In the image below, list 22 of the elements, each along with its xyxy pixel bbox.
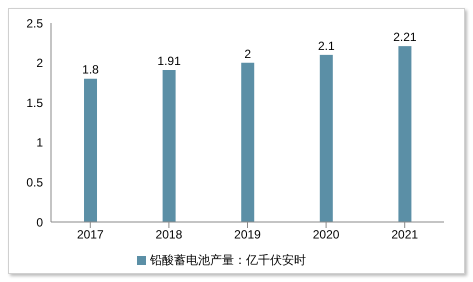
- data-label: 1.91: [157, 54, 182, 68]
- x-tick-label: 2019: [234, 228, 262, 242]
- bar: [162, 70, 176, 222]
- x-tick-label: 2020: [312, 228, 340, 242]
- bar: [320, 54, 333, 222]
- y-tick-label: 1: [36, 136, 44, 150]
- x-tick-label: 2021: [391, 228, 418, 242]
- y-tick-label: 2.5: [26, 16, 44, 30]
- data-label: 1.8: [82, 62, 100, 77]
- y-tick-label: 0: [36, 215, 44, 230]
- legend-label: 铅酸蓄电池产量：亿千伏安时: [150, 253, 306, 267]
- data-label: 2.1: [318, 38, 335, 53]
- x-tick-label: 2018: [156, 228, 183, 242]
- data-label: 2.21: [393, 30, 417, 44]
- bar: [84, 78, 98, 222]
- x-tick-label: 2017: [76, 228, 104, 242]
- y-tick-label: 0.5: [26, 175, 44, 190]
- bar: [241, 62, 254, 222]
- bar: [398, 46, 412, 222]
- y-tick-label: 1.5: [26, 96, 44, 110]
- y-tick-label: 2: [36, 56, 44, 70]
- data-label: 2: [244, 46, 252, 61]
